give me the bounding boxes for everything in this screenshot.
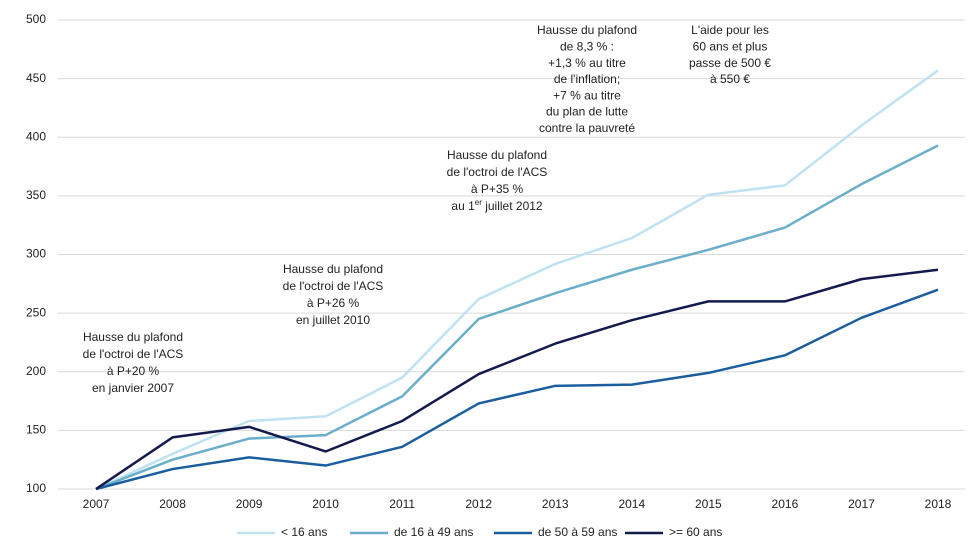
annotation: en juillet 2010 — [296, 313, 370, 327]
y-tick-label: 400 — [26, 129, 46, 143]
y-tick-label: 250 — [26, 305, 46, 319]
legend-label: de 50 à 59 ans — [538, 525, 617, 539]
x-tick-label: 2009 — [236, 497, 263, 511]
x-tick-label: 2008 — [159, 497, 186, 511]
y-tick-label: 150 — [26, 423, 46, 437]
annotation: passe de 500 € — [689, 56, 771, 70]
annotation: à P+26 % — [307, 296, 360, 310]
y-tick-label: 200 — [26, 364, 46, 378]
annotation: +7 % au titre — [553, 88, 621, 102]
legend-item: < 16 ans — [237, 525, 327, 539]
legend-label: < 16 ans — [281, 525, 327, 539]
annotation: de l'inflation; — [554, 72, 620, 86]
x-tick-label: 2017 — [848, 497, 875, 511]
annotation: de l'octroi de l'ACS — [83, 347, 184, 361]
series-line — [95, 288, 939, 491]
x-tick-label: 2012 — [465, 497, 492, 511]
legend-item: de 16 à 49 ans — [350, 525, 473, 539]
y-tick-label: 350 — [26, 188, 46, 202]
annotation: Hausse du plafond — [537, 23, 637, 37]
x-tick-label: 2016 — [772, 497, 799, 511]
x-tick-label: 2010 — [312, 497, 339, 511]
x-tick-label: 2013 — [542, 497, 569, 511]
annotation: de l'octroi de l'ACS — [283, 279, 384, 293]
annotation: +1,3 % au titre — [548, 56, 626, 70]
annotation: à P+35 % — [471, 182, 524, 196]
annotation: de l'octroi de l'ACS — [447, 165, 548, 179]
annotation: au 1er juillet 2012 — [451, 198, 543, 213]
series-line — [95, 69, 939, 491]
y-tick-label: 450 — [26, 71, 46, 85]
annotation: L'aide pour les — [691, 23, 769, 37]
x-tick-label: 2007 — [83, 497, 110, 511]
annotation: 60 ans et plus — [693, 39, 768, 53]
annotation: Hausse du plafond — [447, 148, 547, 162]
annotation: Hausse du plafond — [283, 262, 383, 276]
annotation: contre la pauvreté — [539, 121, 635, 135]
annotation: en janvier 2007 — [92, 381, 174, 395]
legend-item: de 50 à 59 ans — [494, 525, 617, 539]
y-tick-label: 100 — [26, 481, 46, 495]
annotation-sup: er — [475, 198, 482, 207]
series-line — [95, 144, 939, 491]
series-line — [95, 268, 939, 491]
annotation-part: au 1 — [451, 199, 475, 213]
x-tick-label: 2014 — [618, 497, 645, 511]
y-tick-label: 500 — [26, 12, 46, 26]
annotation: Hausse du plafond — [83, 330, 183, 344]
x-tick-label: 2018 — [925, 497, 952, 511]
annotation: à P+20 % — [107, 364, 160, 378]
y-tick-label: 300 — [26, 247, 46, 261]
annotation: du plan de lutte — [546, 105, 628, 119]
legend-label: de 16 à 49 ans — [394, 525, 473, 539]
annotation: à 550 € — [710, 72, 750, 86]
legend-label: >= 60 ans — [669, 525, 722, 539]
legend-item: >= 60 ans — [625, 525, 722, 539]
x-tick-label: 2011 — [389, 497, 415, 511]
x-tick-label: 2015 — [695, 497, 722, 511]
annotation-part: juillet 2012 — [482, 199, 543, 213]
annotation: de 8,3 % : — [560, 39, 614, 53]
